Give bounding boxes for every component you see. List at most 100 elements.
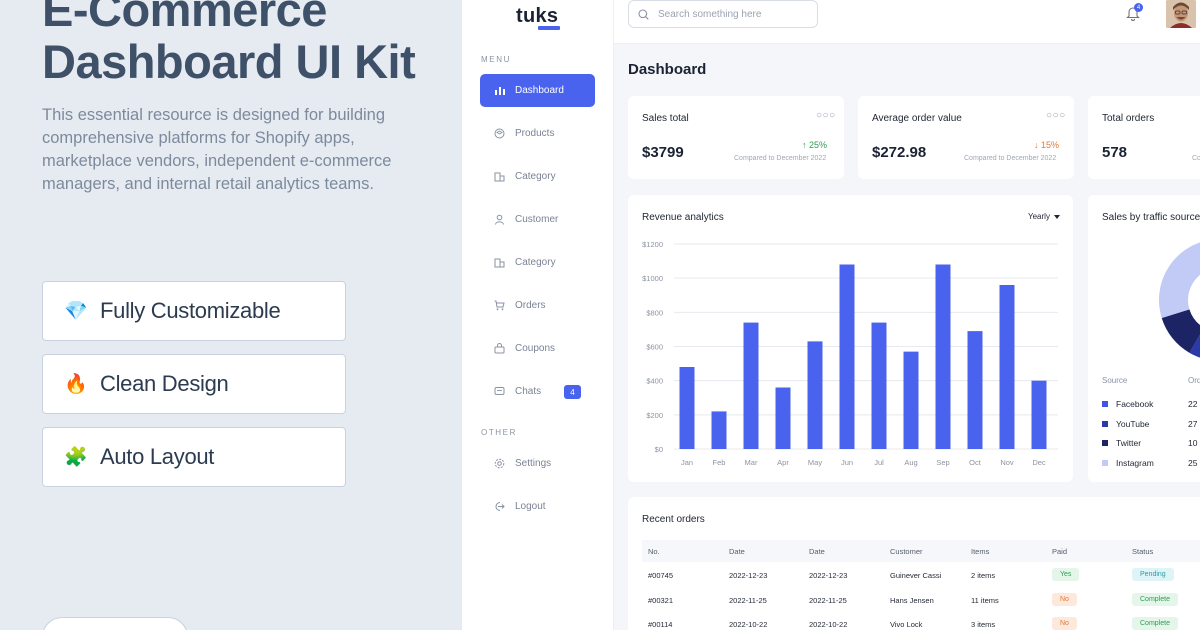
stat-card-sales: Sales total ○○○ $3799 ↑ 25% Compared to … — [628, 96, 844, 179]
legend-value: 10 — [1188, 438, 1198, 448]
paid-badge: Yes — [1052, 568, 1080, 581]
sidebar-item-dashboard[interactable]: Dashboard — [480, 74, 595, 107]
x-tick-label: Oct — [969, 458, 982, 467]
chart-title: Sales by traffic source — [1102, 212, 1200, 223]
period-dropdown[interactable]: Yearly — [1028, 212, 1060, 221]
logo[interactable]: tuks — [516, 5, 559, 27]
sidebar-item-coupons[interactable]: Coupons — [480, 332, 595, 365]
y-tick-label: $1000 — [642, 274, 663, 283]
puzzle-icon: 🧩 — [64, 447, 88, 468]
cell-date-2: 2022-11-25 — [809, 596, 847, 605]
category-icon — [494, 171, 505, 182]
y-tick-label: $0 — [655, 445, 663, 454]
status-badge: Complete — [1132, 617, 1178, 630]
feature-label: Fully Customizable — [100, 298, 281, 323]
stat-label: Average order value — [872, 113, 962, 124]
x-tick-label: Jan — [681, 458, 693, 467]
sidebar-item-customer[interactable]: Customer — [480, 203, 595, 236]
x-tick-label: Dec — [1032, 458, 1046, 467]
feature-card: 💎 Fully Customizable — [42, 281, 346, 341]
paid-badge: No — [1052, 617, 1077, 630]
cell-no[interactable]: #00745 — [648, 571, 674, 580]
y-tick-label: $600 — [646, 343, 663, 352]
legend-swatch — [1102, 401, 1108, 407]
promo-button[interactable] — [42, 617, 188, 630]
revenue-chart-card: Revenue analytics Yearly $0 $200 $400 $600 $… — [628, 195, 1073, 482]
sidebar-item-category-2[interactable]: Category — [480, 246, 595, 279]
stat-compare: Compared to December 2022 — [964, 155, 1057, 162]
x-tick-label: Jun — [841, 458, 853, 467]
chat-icon — [494, 386, 505, 397]
stat-value: $272.98 — [872, 144, 927, 161]
bar — [967, 331, 983, 449]
legend-swatch — [1102, 440, 1108, 446]
sidebar-item-label: Products — [515, 128, 555, 139]
cell-items: 11 items — [971, 596, 999, 605]
status-badge: Complete — [1132, 593, 1178, 606]
x-tick-label: May — [808, 458, 822, 467]
notification-badge: 4 — [1134, 3, 1143, 12]
legend-item: Instagram — [1102, 458, 1154, 468]
legend-orders-header: Ord — [1188, 376, 1200, 385]
stat-card-aov: Average order value ○○○ $272.98 ↓ 15% Co… — [858, 96, 1074, 179]
sidebar-item-label: Coupons — [515, 343, 556, 354]
feature-card: 🔥 Clean Design — [42, 354, 346, 414]
recent-orders-card: Recent orders No. Date Date Customer Ite… — [628, 497, 1200, 630]
search-box[interactable] — [628, 0, 818, 28]
more-icon[interactable]: ○○○ — [816, 110, 836, 121]
col-header-date: Date — [729, 547, 745, 556]
bar — [935, 264, 951, 449]
cell-date: 2022-10-22 — [729, 620, 768, 629]
x-tick-label: Jul — [874, 458, 884, 467]
donut-slice — [1189, 334, 1200, 358]
search-icon — [638, 8, 650, 20]
stat-change: ↑ 25% — [802, 140, 827, 150]
search-input[interactable] — [658, 8, 808, 20]
legend-label: Facebook — [1116, 399, 1154, 409]
cell-customer: Vivo Lock — [890, 620, 923, 629]
cell-no[interactable]: #00114 — [648, 620, 673, 629]
donut-slice — [1161, 309, 1200, 353]
sidebar-item-label: Dashboard — [515, 85, 564, 96]
sidebar-item-settings[interactable]: Settings — [480, 447, 595, 480]
bar — [903, 351, 919, 449]
page-title: Dashboard — [628, 61, 707, 78]
bar — [743, 322, 759, 449]
col-header-status: Status — [1132, 547, 1154, 556]
sidebar-item-category[interactable]: Category — [480, 160, 595, 193]
top-bar: 4 — [614, 0, 1200, 44]
stat-change-value: 15% — [1041, 140, 1060, 150]
cell-items: 3 items — [971, 620, 996, 629]
x-tick-label: Feb — [713, 458, 726, 467]
y-tick-label: $800 — [646, 308, 663, 317]
sidebar-item-label: Logout — [515, 501, 546, 512]
promo-title: E-Commerce Dashboard UI Kit — [42, 0, 416, 88]
bar — [711, 411, 727, 449]
more-icon[interactable]: ○○○ — [1046, 110, 1066, 121]
sidebar-item-label: Category — [515, 257, 556, 268]
y-tick-label: $200 — [646, 411, 663, 420]
category-icon — [494, 257, 505, 268]
sidebar-item-products[interactable]: Products — [480, 117, 595, 150]
logout-icon — [494, 501, 505, 512]
paid-badge: No — [1052, 593, 1077, 606]
cell-customer: Hans Jensen — [890, 596, 934, 605]
bar — [839, 264, 855, 449]
x-tick-label: Apr — [777, 458, 789, 467]
sidebar-item-chats[interactable]: Chats 4 — [480, 375, 595, 408]
bar — [871, 322, 887, 449]
legend-value: 22 — [1188, 399, 1198, 409]
sidebar-item-label: Customer — [515, 214, 559, 225]
sidebar-item-orders[interactable]: Orders — [480, 289, 595, 322]
x-tick-label: Sep — [936, 458, 949, 467]
col-header-customer: Customer — [890, 547, 923, 556]
stat-change: ↓ 15% — [1034, 140, 1059, 150]
chart-title: Revenue analytics — [642, 212, 724, 223]
avatar[interactable] — [1166, 0, 1196, 28]
sidebar-item-logout[interactable]: Logout — [480, 490, 595, 523]
feature-card: 🧩 Auto Layout — [42, 427, 346, 487]
x-tick-label: Nov — [1000, 458, 1014, 467]
cell-no[interactable]: #00321 — [648, 596, 674, 605]
legend-value: 27 — [1188, 418, 1198, 429]
stat-value: 578 — [1102, 144, 1128, 161]
